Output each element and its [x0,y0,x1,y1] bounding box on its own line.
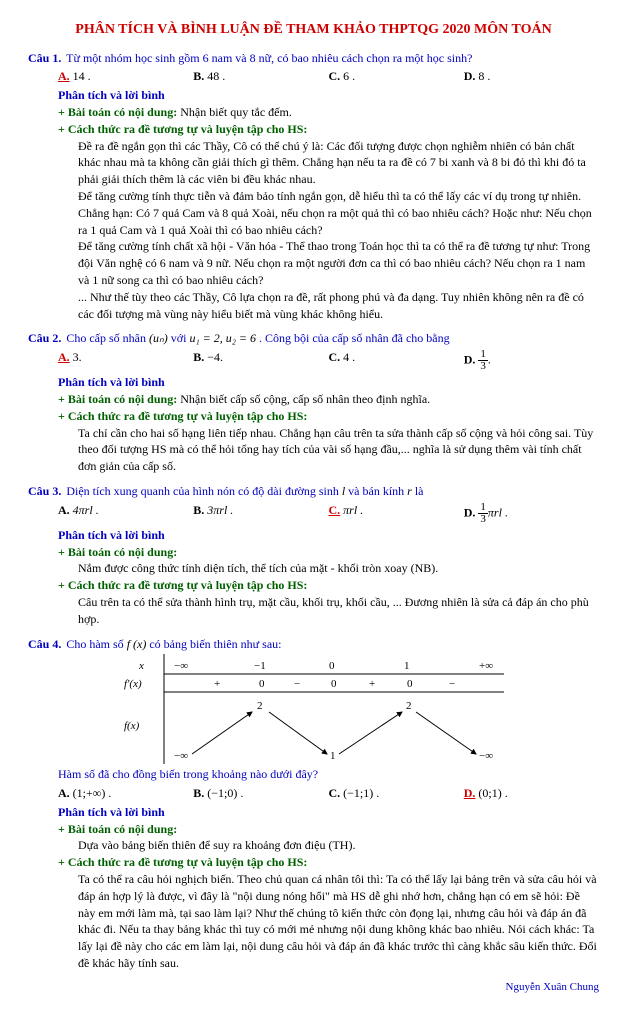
q3-num: Câu 3. [28,484,61,498]
q1-opt-d: D. 8 . [464,68,599,85]
q2-ct-label: + Cách thức ra đề tương tự và luyện tập … [58,408,599,425]
q1-p3: Để tăng cường tính chất xã hội - Văn hóa… [78,238,599,288]
q3-nd-label: + Bài toán có nội dung: [58,544,599,561]
q4-opt-c: C. (−1;1) . [329,785,464,802]
q1-nd: Nhận biết quy tắc đếm. [180,105,292,119]
q2-ptlb: Phân tích và lời bình [58,374,599,391]
svg-text:−∞: −∞ [174,660,188,672]
question-3: Câu 3. Diện tích xung quanh của hình nón… [28,483,599,628]
svg-text:0: 0 [331,678,337,690]
q1-num: Câu 1. [28,51,61,65]
page-title: PHÂN TÍCH VÀ BÌNH LUẬN ĐỀ THAM KHẢO THPT… [28,20,599,40]
q2-opt-a: A. 3. [58,349,193,372]
svg-text:−1: −1 [254,660,266,672]
q3-nd: Nắm được công thức tính diện tích, thể t… [78,560,599,577]
svg-text:2: 2 [406,700,412,712]
q4-follow: Hàm số đã cho đồng biến trong khoảng nào… [58,766,599,783]
q1-p1: Đề ra đề ngắn gọn thì các Thầy, Cô có th… [78,138,599,188]
svg-text:0: 0 [259,678,265,690]
question-4: Câu 4. Cho hàm số f (x) có bảng biến thi… [28,636,599,972]
svg-text:+: + [369,678,375,690]
svg-text:f(x): f(x) [124,720,140,732]
q4-opt-d: D. (0;1) . [464,785,599,802]
q1-opt-a: A. 14 . [58,68,193,85]
q1-options: A. 14 . B. 48 . C. 6 . D. 8 . [58,68,599,85]
svg-text:+: + [214,678,220,690]
q3-opt-a: A. 4πrl . [58,502,193,525]
q4-nd: Dựa vào bảng biến thiên để suy ra khoảng… [78,837,599,854]
q3-ct-label: + Cách thức ra đề tương tự và luyện tập … [58,577,599,594]
q3-ptlb: Phân tích và lời bình [58,527,599,544]
svg-text:+∞: +∞ [479,660,493,672]
q2-p1: Ta chỉ cần cho hai số hạng liên tiếp nha… [78,425,599,475]
q1-p4: ... Như thế tùy theo các Thầy, Cô lựa ch… [78,289,599,323]
q3-opt-c: C. πrl . [329,502,464,525]
q4-text: Cho hàm số f (x) có bảng biến thiên như … [66,637,281,651]
variation-table: x f'(x) f(x) −∞ −1 0 1 +∞ + 0 − 0 + 0 − … [114,654,514,764]
question-2: Câu 2. Cho cấp số nhân (uₙ) với u₁ = 2, … [28,330,599,475]
svg-text:1: 1 [404,660,410,672]
q2-opt-c: C. 4 . [329,349,464,372]
footer-author: Nguyễn Xuân Chung [28,980,599,995]
q4-options: A. (1;+∞) . B. (−1;0) . C. (−1;1) . D. (… [58,785,599,802]
q2-opt-b: B. −4. [193,349,328,372]
svg-text:0: 0 [329,660,335,672]
q1-text: Từ một nhóm học sinh gồm 6 nam và 8 nữ, … [66,51,472,65]
q2-opt-d: D. 13. [464,349,599,372]
svg-text:f'(x): f'(x) [124,678,142,690]
svg-text:−: − [449,678,455,690]
q1-opt-c: C. 6 . [329,68,464,85]
svg-text:−∞: −∞ [174,750,188,762]
q2-options: A. 3. B. −4. C. 4 . D. 13. [58,349,599,372]
q1-p2: Để tăng cường tính thực tiễn và đảm bảo … [78,188,599,238]
q4-opt-b: B. (−1;0) . [193,785,328,802]
svg-text:−∞: −∞ [479,750,493,762]
q2-text: Cho cấp số nhân (uₙ) với u₁ = 2, u₂ = 6 … [66,331,449,345]
q1-ptlb: Phân tích và lời bình [58,87,599,104]
q2-nd-label: + Bài toán có nội dung: [58,392,177,406]
q3-opt-d: D. 13πrl . [464,502,599,525]
q3-opt-b: B. 3πrl . [193,502,328,525]
q1-ct-label: + Cách thức ra đề tương tự và luyện tập … [58,121,599,138]
q1-opt-b: B. 48 . [193,68,328,85]
q4-nd-label: + Bài toán có nội dung: [58,821,599,838]
q4-num: Câu 4. [28,637,61,651]
svg-text:2: 2 [257,700,263,712]
q2-num: Câu 2. [28,331,61,345]
svg-text:x: x [138,660,144,672]
q2-nd: Nhận biết cấp số cộng, cấp số nhân theo … [180,392,430,406]
q3-options: A. 4πrl . B. 3πrl . C. πrl . D. 13πrl . [58,502,599,525]
svg-text:−: − [294,678,300,690]
q4-ct-label: + Cách thức ra đề tương tự và luyện tập … [58,854,599,871]
q3-p1: Câu trên ta có thể sửa thành hình trụ, m… [78,594,599,628]
q4-ptlb: Phân tích và lời bình [58,804,599,821]
question-1: Câu 1. Từ một nhóm học sinh gồm 6 nam và… [28,50,599,323]
q3-text: Diện tích xung quanh của hình nón có độ … [66,484,423,498]
q1-nd-label: + Bài toán có nội dung: [58,105,177,119]
q4-p1: Ta có thể ra câu hỏi nghịch biến. Theo c… [78,871,599,972]
svg-text:1: 1 [330,750,336,762]
q4-opt-a: A. (1;+∞) . [58,785,193,802]
svg-text:0: 0 [407,678,413,690]
